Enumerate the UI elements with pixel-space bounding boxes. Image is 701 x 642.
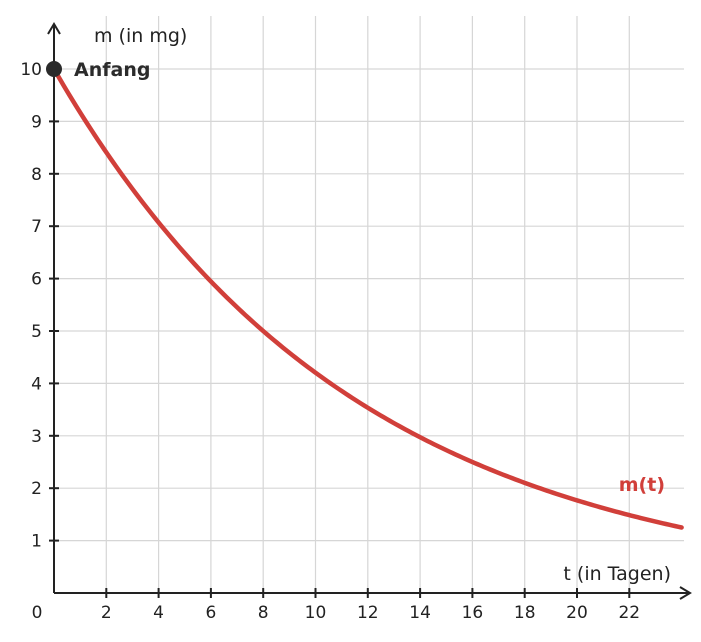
- y-tick-label: 1: [31, 532, 42, 552]
- y-axis-arrow: [47, 22, 61, 35]
- x-tick-label: 14: [409, 603, 431, 623]
- y-tick-label: 4: [31, 374, 42, 394]
- x-tick-label: 2: [101, 603, 112, 623]
- y-tick-label: 2: [31, 479, 42, 499]
- y-axis-title: m (in mg): [94, 25, 187, 47]
- series-label: m(t): [619, 474, 665, 496]
- y-tick-label: 5: [31, 322, 42, 342]
- x-tick-label: 10: [305, 603, 327, 623]
- x-axis-arrow: [679, 586, 692, 600]
- x-tick-label: 18: [514, 603, 536, 623]
- origin-label: 0: [32, 603, 43, 623]
- start-point-marker: [46, 61, 62, 77]
- x-tick-label: 4: [153, 603, 164, 623]
- x-tick-label: 6: [205, 603, 216, 623]
- grid: [54, 16, 684, 593]
- x-tick-label: 16: [462, 603, 484, 623]
- x-tick-label: 12: [357, 603, 379, 623]
- x-tick-label: 8: [258, 603, 269, 623]
- y-tick-label: 9: [31, 112, 42, 132]
- x-tick-label: 22: [618, 603, 640, 623]
- x-axis-title: t (in Tagen): [563, 563, 671, 585]
- y-tick-label: 6: [31, 270, 42, 290]
- series: m(t): [51, 66, 684, 530]
- y-tick-label: 3: [31, 427, 42, 447]
- axes: [47, 22, 692, 600]
- series-line-mt: [51, 66, 684, 530]
- y-tick-label: 7: [31, 217, 42, 237]
- y-tick-label: 10: [20, 60, 42, 80]
- start-point-label: Anfang: [74, 59, 150, 81]
- annotations: Anfang: [46, 59, 150, 81]
- x-tick-label: 20: [566, 603, 588, 623]
- y-tick-label: 8: [31, 165, 42, 185]
